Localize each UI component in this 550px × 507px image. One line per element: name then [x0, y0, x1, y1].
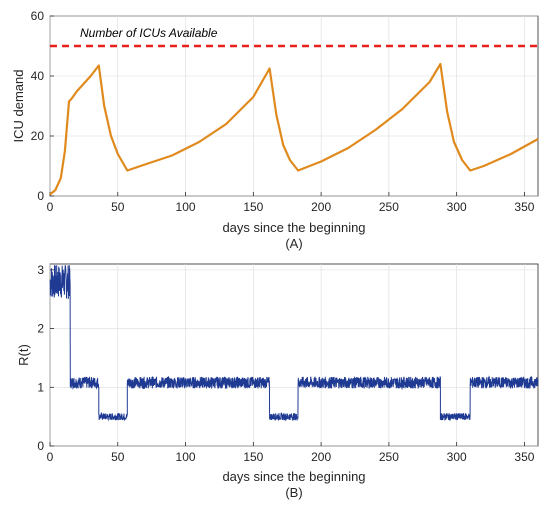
rt-line: [49, 265, 539, 422]
x-tick-label-a: 300: [447, 200, 467, 214]
x-tick-label-b: 100: [176, 450, 196, 464]
y-tick-label-b: 3: [37, 263, 44, 277]
panel-label-b: (B): [285, 485, 302, 500]
x-axis-label-b: days since the beginning: [222, 469, 365, 484]
x-tick-label-a: 50: [111, 200, 125, 214]
x-tick-label-a: 250: [379, 200, 399, 214]
y-tick-label-a: 0: [37, 189, 44, 203]
x-tick-label-b: 50: [111, 450, 125, 464]
plot-area-a: [49, 15, 539, 197]
y-tick-label-b: 2: [37, 322, 44, 336]
x-tick-label-b: 150: [243, 450, 263, 464]
x-tick-label-b: 250: [379, 450, 399, 464]
x-tick-label-b: 350: [514, 450, 534, 464]
y-tick-label-b: 1: [37, 380, 44, 394]
panel-label-a: (A): [285, 236, 302, 251]
icu-demand-line: [49, 62, 539, 196]
chart-panel-a: 0 50 100 150 200 250 300 350 0 20 40 60 Number of I…: [11, 9, 539, 251]
x-tick-label-a: 0: [47, 200, 54, 214]
x-tick-label-b: 0: [47, 450, 54, 464]
x-tick-label-b: 300: [447, 450, 467, 464]
y-tick-label-a: 40: [31, 69, 45, 83]
chart-panel-b: 0 50 100 150 200 250 300 350 0 1 2 3 days since the…: [16, 263, 539, 500]
y-axis-label-a: ICU demand: [11, 70, 26, 143]
x-tick-label-a: 150: [243, 200, 263, 214]
x-tick-label-a: 350: [514, 200, 534, 214]
capacity-annotation: Number of ICUs Available: [80, 26, 218, 40]
x-tick-label-b: 200: [311, 450, 331, 464]
x-axis-label-a: days since the beginning: [222, 220, 365, 235]
y-axis-label-b: R(t): [16, 344, 31, 366]
y-tick-label-b: 0: [37, 439, 44, 453]
y-tick-label-a: 20: [31, 129, 45, 143]
x-tick-label-a: 100: [176, 200, 196, 214]
x-tick-label-a: 200: [311, 200, 331, 214]
y-tick-label-a: 60: [31, 9, 45, 23]
